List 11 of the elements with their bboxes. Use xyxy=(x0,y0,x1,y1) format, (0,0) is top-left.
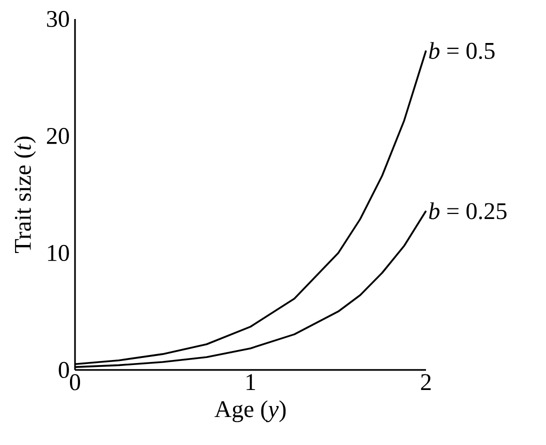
series-label: b = 0.25 xyxy=(429,202,507,220)
x-tick-label: 0 xyxy=(70,374,80,390)
y-tick-label: 10 xyxy=(48,244,69,262)
y-tick-label: 0 xyxy=(58,362,69,378)
x-axis-title: Age (y) xyxy=(214,400,286,422)
y-axis-title: Trait size (t) xyxy=(14,136,36,253)
y-tick-label: 20 xyxy=(46,128,69,144)
y-tick-label: 30 xyxy=(47,10,69,28)
series-label: b = 0.5 xyxy=(429,42,495,60)
x-tick-label: 2 xyxy=(421,374,431,390)
x-tick-label: 1 xyxy=(246,374,256,390)
